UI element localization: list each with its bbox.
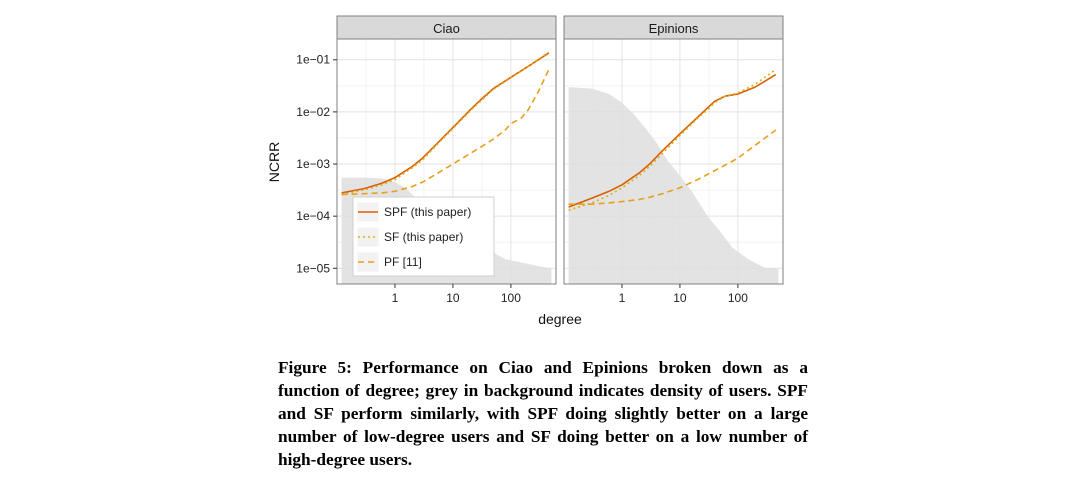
series-line-pf-11: [568, 129, 777, 205]
x-axis-title: degree: [538, 311, 582, 327]
legend-label: SPF (this paper): [384, 205, 471, 219]
legend-item: PF [11]: [356, 251, 422, 273]
y-tick-label: 1e−03: [296, 157, 330, 171]
figure-caption: Figure 5: Performance on Ciao and Epinio…: [278, 358, 808, 469]
series-line-sf-this-paper: [568, 68, 777, 211]
panel-title: Ciao: [433, 21, 460, 36]
x-tick-label: 100: [728, 291, 748, 305]
y-axis-title: NCRR: [266, 142, 282, 182]
legend-item: SF (this paper): [356, 226, 463, 248]
panel-epinions: Epinions 1 10 100: [563, 15, 784, 305]
density-area: [568, 87, 779, 284]
y-tick-label: 1e−05: [296, 261, 330, 275]
x-tick-label: 100: [501, 291, 521, 305]
legend-label: SF (this paper): [384, 230, 463, 244]
legend-label: PF [11]: [384, 255, 422, 269]
y-tick-label: 1e−04: [296, 209, 330, 223]
x-tick-label: 10: [446, 291, 460, 305]
y-tick-label: 1e−02: [296, 105, 330, 119]
legend-item: SPF (this paper): [356, 201, 471, 223]
chart: Ciao 1 10 100 Epinions 1 10 100 1e−05 1e−04 1e−03 1…: [266, 15, 784, 327]
panel-border: [336, 38, 557, 285]
y-tick-label: 1e−01: [296, 53, 330, 67]
x-tick-label: 10: [673, 291, 687, 305]
panel-border: [563, 38, 784, 285]
series-line-sf-this-paper: [341, 51, 550, 196]
legend: SPF (this paper) SF (this paper) PF [11]: [352, 196, 495, 277]
panel-title: Epinions: [649, 21, 699, 36]
x-tick-label: 1: [619, 291, 626, 305]
x-tick-label: 1: [392, 291, 399, 305]
series-line-pf-11: [341, 69, 550, 196]
